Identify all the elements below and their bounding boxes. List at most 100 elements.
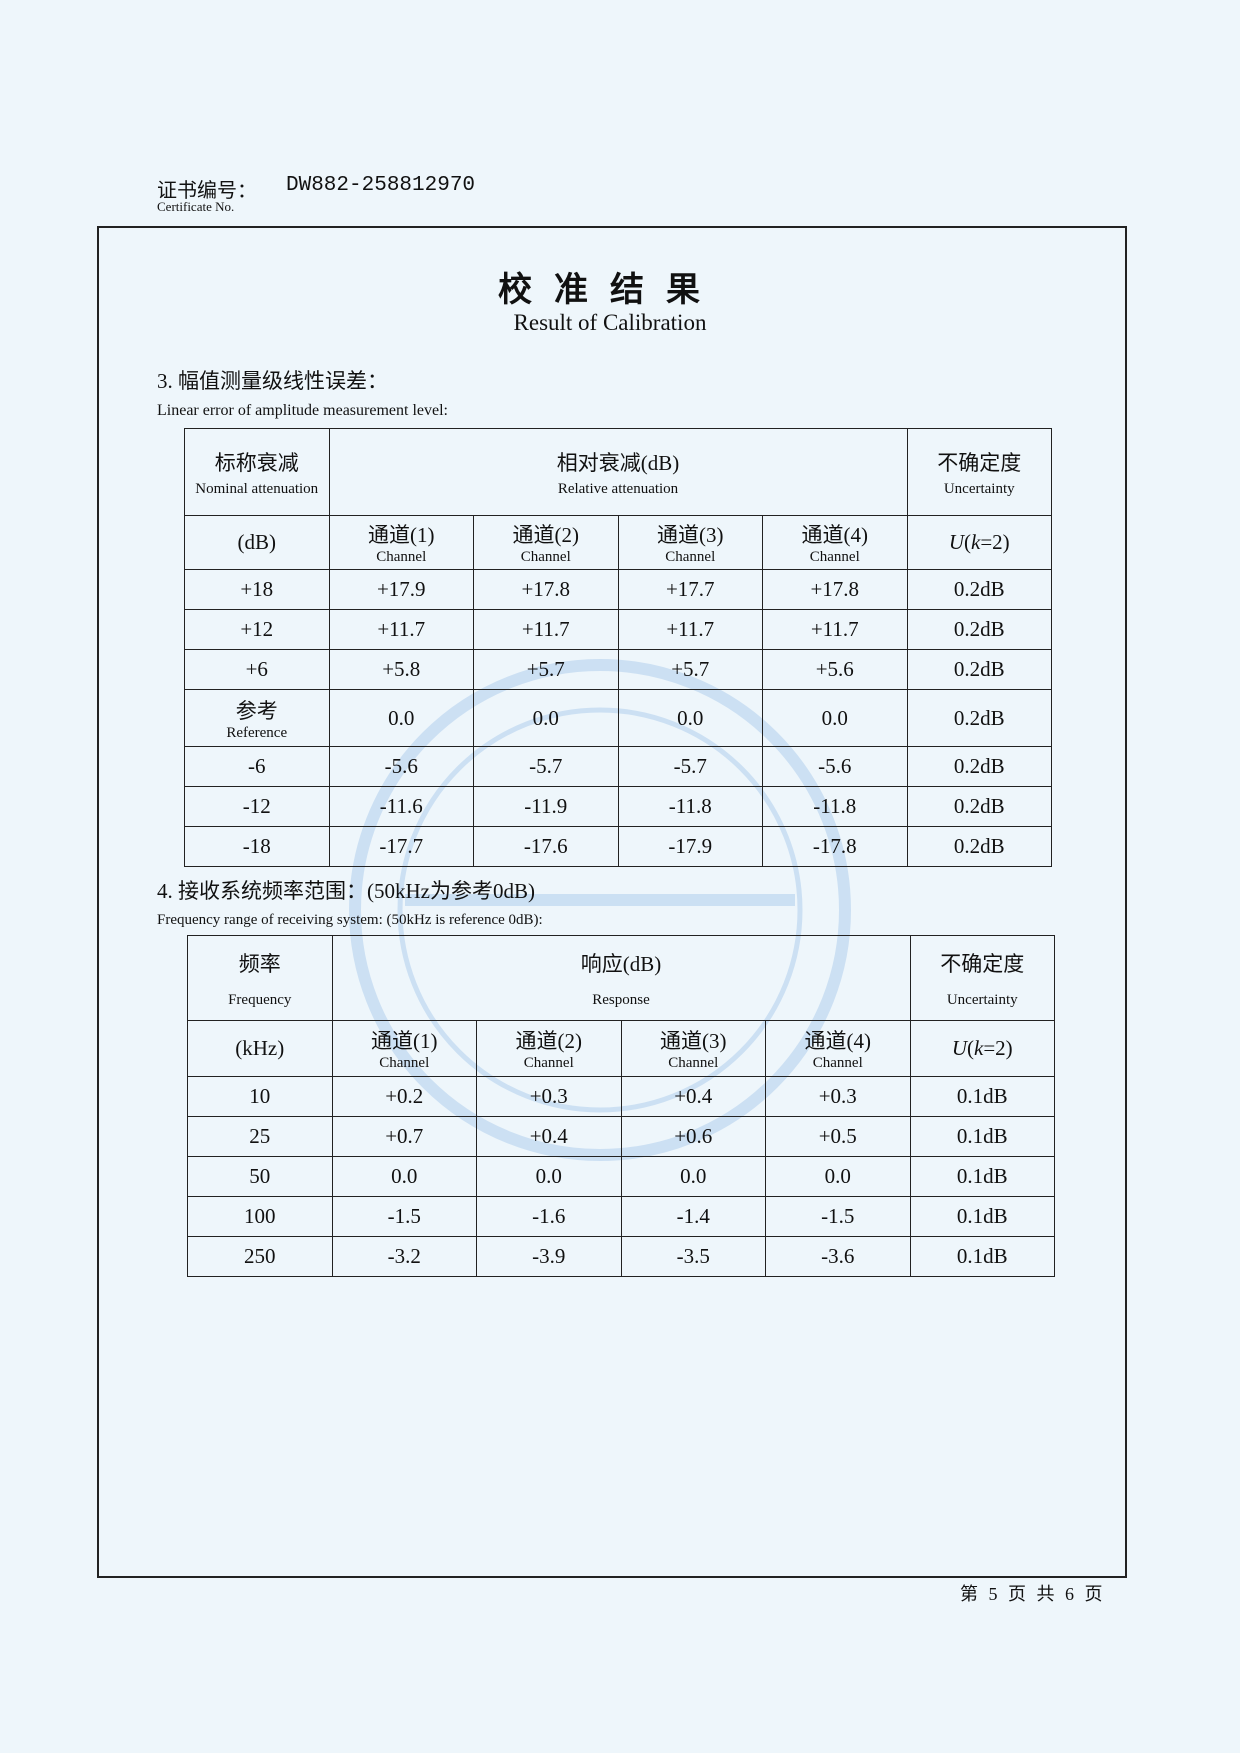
cell-uncertainty: 0.2dB (906, 649, 1052, 690)
linearity-table: 标称衰减 Nominal attenuation 相对衰减(dB) Relative… (184, 428, 1052, 867)
cell-channel-3: 0.0 (620, 1156, 766, 1197)
header-coverage: U(k=2) (909, 1020, 1055, 1077)
table-row: +6 +5.8 +5.7 +5.7 +5.6 0.2dB (184, 649, 1052, 690)
cell-channel-4: -17.8 (762, 826, 908, 867)
cell-uncertainty: 0.1dB (909, 1116, 1055, 1157)
header-channel-3: 通道(3) Channel (617, 515, 763, 570)
cell-uncertainty: 0.1dB (909, 1156, 1055, 1197)
cell-channel-4: +17.8 (762, 569, 908, 610)
table-row: 25 +0.7 +0.4 +0.6 +0.5 0.1dB (187, 1116, 1055, 1157)
table-row: -6 -5.6 -5.7 -5.7 -5.6 0.2dB (184, 746, 1052, 787)
cell-channel-2: -5.7 (473, 746, 619, 787)
section3-subtitle: Linear error of amplitude measurement le… (157, 402, 448, 419)
cell-uncertainty: 0.2dB (906, 746, 1052, 787)
header-channel-1: 通道(1) Channel (331, 1020, 477, 1077)
cell-channel-1: -3.2 (331, 1236, 477, 1277)
cert-number: DW882-258812970 (286, 174, 476, 197)
header-channel-3: 通道(3) Channel (620, 1020, 766, 1077)
cell-channel-2: -17.6 (473, 826, 619, 867)
page-number: 第 5 页 共 6 页 (960, 1584, 1106, 1604)
frequency-table: 频率 Frequency 响应(dB) Response 不确定度 Uncertain… (187, 935, 1055, 1277)
table-row: -12 -11.6 -11.9 -11.8 -11.8 0.2dB (184, 786, 1052, 827)
cell-channel-1: 0.0 (328, 689, 474, 747)
cell-channel-1: 0.0 (331, 1156, 477, 1197)
row-label: 25 (187, 1116, 333, 1157)
cell-channel-2: +0.4 (476, 1116, 622, 1157)
header-channel-1: 通道(1) Channel (328, 515, 474, 570)
cell-channel-1: +5.8 (328, 649, 474, 690)
cell-channel-3: 0.0 (617, 689, 763, 747)
cell-channel-3: -3.5 (620, 1236, 766, 1277)
cell-channel-4: +0.5 (765, 1116, 911, 1157)
section4-subtitle: Frequency range of receiving system: (50… (157, 912, 543, 928)
cell-channel-2: +5.7 (473, 649, 619, 690)
cell-channel-4: +5.6 (762, 649, 908, 690)
header-channel-4: 通道(4) Channel (762, 515, 908, 570)
section4-title: 4. 接收系统频率范围：(50kHz为参考0dB) (157, 879, 535, 903)
header-channel-2: 通道(2) Channel (476, 1020, 622, 1077)
cell-channel-3: +0.6 (620, 1116, 766, 1157)
cell-channel-2: -11.9 (473, 786, 619, 827)
cell-channel-2: 0.0 (473, 689, 619, 747)
header-response: 响应(dB) Response (331, 935, 911, 1021)
cell-channel-2: -1.6 (476, 1196, 622, 1237)
cell-channel-2: +11.7 (473, 609, 619, 650)
cell-channel-1: -11.6 (328, 786, 474, 827)
table-row: +12 +11.7 +11.7 +11.7 +11.7 0.2dB (184, 609, 1052, 650)
page-title: 校准结果 (498, 270, 722, 310)
cell-channel-4: -3.6 (765, 1236, 911, 1277)
cell-channel-3: +5.7 (617, 649, 763, 690)
row-label: +6 (184, 649, 330, 690)
header-frequency: 频率 Frequency (187, 935, 333, 1021)
cell-channel-1: +0.2 (331, 1076, 477, 1117)
cell-uncertainty: 0.2dB (906, 689, 1052, 747)
cert-label-cn: 证书编号： (157, 180, 257, 202)
row-label: 100 (187, 1196, 333, 1237)
table-row: 100 -1.5 -1.6 -1.4 -1.5 0.1dB (187, 1196, 1055, 1237)
cell-channel-4: +0.3 (765, 1076, 911, 1117)
cell-channel-3: +17.7 (617, 569, 763, 610)
cert-label-en: Certificate No. (157, 199, 235, 214)
cell-channel-1: +17.9 (328, 569, 474, 610)
cell-channel-1: -5.6 (328, 746, 474, 787)
cell-channel-3: -11.8 (617, 786, 763, 827)
row-label: 10 (187, 1076, 333, 1117)
cell-channel-2: -3.9 (476, 1236, 622, 1277)
header-nominal: 标称衰减 Nominal attenuation (184, 428, 330, 516)
row-label: -18 (184, 826, 330, 867)
row-label: 50 (187, 1156, 333, 1197)
cell-channel-2: +0.3 (476, 1076, 622, 1117)
page-frame (97, 226, 1127, 1578)
cell-uncertainty: 0.1dB (909, 1236, 1055, 1277)
cell-uncertainty: 0.1dB (909, 1076, 1055, 1117)
cell-channel-4: -11.8 (762, 786, 908, 827)
cell-channel-4: 0.0 (762, 689, 908, 747)
cell-channel-3: -17.9 (617, 826, 763, 867)
cell-channel-2: 0.0 (476, 1156, 622, 1197)
table-row: 50 0.0 0.0 0.0 0.0 0.1dB (187, 1156, 1055, 1197)
cell-channel-3: -5.7 (617, 746, 763, 787)
cell-channel-3: +0.4 (620, 1076, 766, 1117)
cell-channel-3: +11.7 (617, 609, 763, 650)
header-unit: (kHz) (187, 1020, 333, 1077)
cell-uncertainty: 0.2dB (906, 826, 1052, 867)
table-row: 参考 Reference 0.0 0.0 0.0 0.0 0.2dB (184, 689, 1052, 747)
cell-channel-1: -1.5 (331, 1196, 477, 1237)
cell-uncertainty: 0.2dB (906, 569, 1052, 610)
header-uncertainty: 不确定度 Uncertainty (909, 935, 1055, 1021)
cell-uncertainty: 0.1dB (909, 1196, 1055, 1237)
header-relative: 相对衰减(dB) Relative attenuation (328, 428, 908, 516)
header-coverage: U(k=2) (906, 515, 1052, 570)
cell-channel-1: +0.7 (331, 1116, 477, 1157)
cell-channel-2: +17.8 (473, 569, 619, 610)
cell-channel-4: 0.0 (765, 1156, 911, 1197)
table-row: -18 -17.7 -17.6 -17.9 -17.8 0.2dB (184, 826, 1052, 867)
header-channel-4: 通道(4) Channel (765, 1020, 911, 1077)
header-uncertainty: 不确定度 Uncertainty (906, 428, 1052, 516)
cell-uncertainty: 0.2dB (906, 786, 1052, 827)
table-row: 250 -3.2 -3.9 -3.5 -3.6 0.1dB (187, 1236, 1055, 1277)
row-label: 参考 Reference (184, 689, 330, 747)
cell-channel-4: +11.7 (762, 609, 908, 650)
cell-channel-4: -1.5 (765, 1196, 911, 1237)
row-label: 250 (187, 1236, 333, 1277)
